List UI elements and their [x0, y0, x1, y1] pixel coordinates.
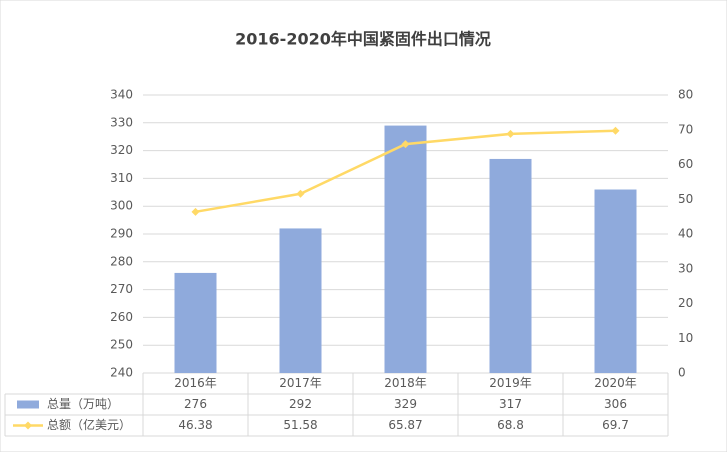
legend-label: 总额（亿美元）: [47, 417, 131, 432]
y-tick-label: 270: [110, 282, 133, 296]
y2-tick-label: 20: [678, 296, 693, 310]
bar: [594, 189, 637, 373]
x-tick-label: 2017年: [279, 376, 322, 390]
y-tick-label: 330: [110, 115, 133, 129]
line-marker: [296, 189, 305, 198]
x-tick-label: 2020年: [594, 376, 637, 390]
y2-tick-label: 0: [678, 366, 686, 380]
line-marker: [401, 140, 410, 149]
y2-tick-label: 80: [678, 88, 693, 102]
y-tick-label: 280: [110, 254, 133, 268]
y2-tick-label: 60: [678, 157, 693, 171]
line-marker: [611, 126, 620, 135]
table-value: 329: [394, 397, 417, 411]
y-tick-label: 340: [110, 88, 133, 102]
y-tick-label: 300: [110, 199, 133, 213]
bar: [174, 272, 217, 373]
table-value: 68.8: [497, 418, 524, 432]
x-tick-label: 2019年: [489, 376, 532, 390]
y2-tick-label: 10: [678, 331, 693, 345]
table-value: 65.87: [388, 418, 422, 432]
line-marker: [506, 129, 515, 138]
table-value: 46.38: [178, 418, 212, 432]
y-tick-label: 310: [110, 171, 133, 185]
chart-title: 2016-2020年中国紧固件出口情况: [235, 30, 491, 49]
table-value: 317: [499, 397, 522, 411]
line-marker: [191, 207, 200, 216]
table-value: 51.58: [283, 418, 317, 432]
table-value: 292: [289, 397, 312, 411]
y-tick-label: 290: [110, 227, 133, 241]
bar: [279, 228, 322, 373]
y2-tick-label: 50: [678, 192, 693, 206]
bar: [384, 125, 427, 373]
bar: [489, 158, 532, 373]
y2-tick-label: 40: [678, 227, 693, 241]
y-tick-label: 250: [110, 338, 133, 352]
y2-tick-label: 70: [678, 122, 693, 136]
table-value: 276: [184, 397, 207, 411]
x-tick-label: 2018年: [384, 376, 427, 390]
y-tick-label: 320: [110, 143, 133, 157]
y2-tick-label: 30: [678, 261, 693, 275]
legend-label: 总量（万吨）: [47, 397, 119, 411]
x-tick-label: 2016年: [174, 376, 217, 390]
legend-swatch: [24, 421, 32, 430]
legend-swatch: [17, 400, 39, 409]
table-value: 306: [604, 397, 627, 411]
y-tick-label: 240: [110, 366, 133, 380]
table-value: 69.7: [602, 418, 629, 432]
y-tick-label: 260: [110, 310, 133, 324]
